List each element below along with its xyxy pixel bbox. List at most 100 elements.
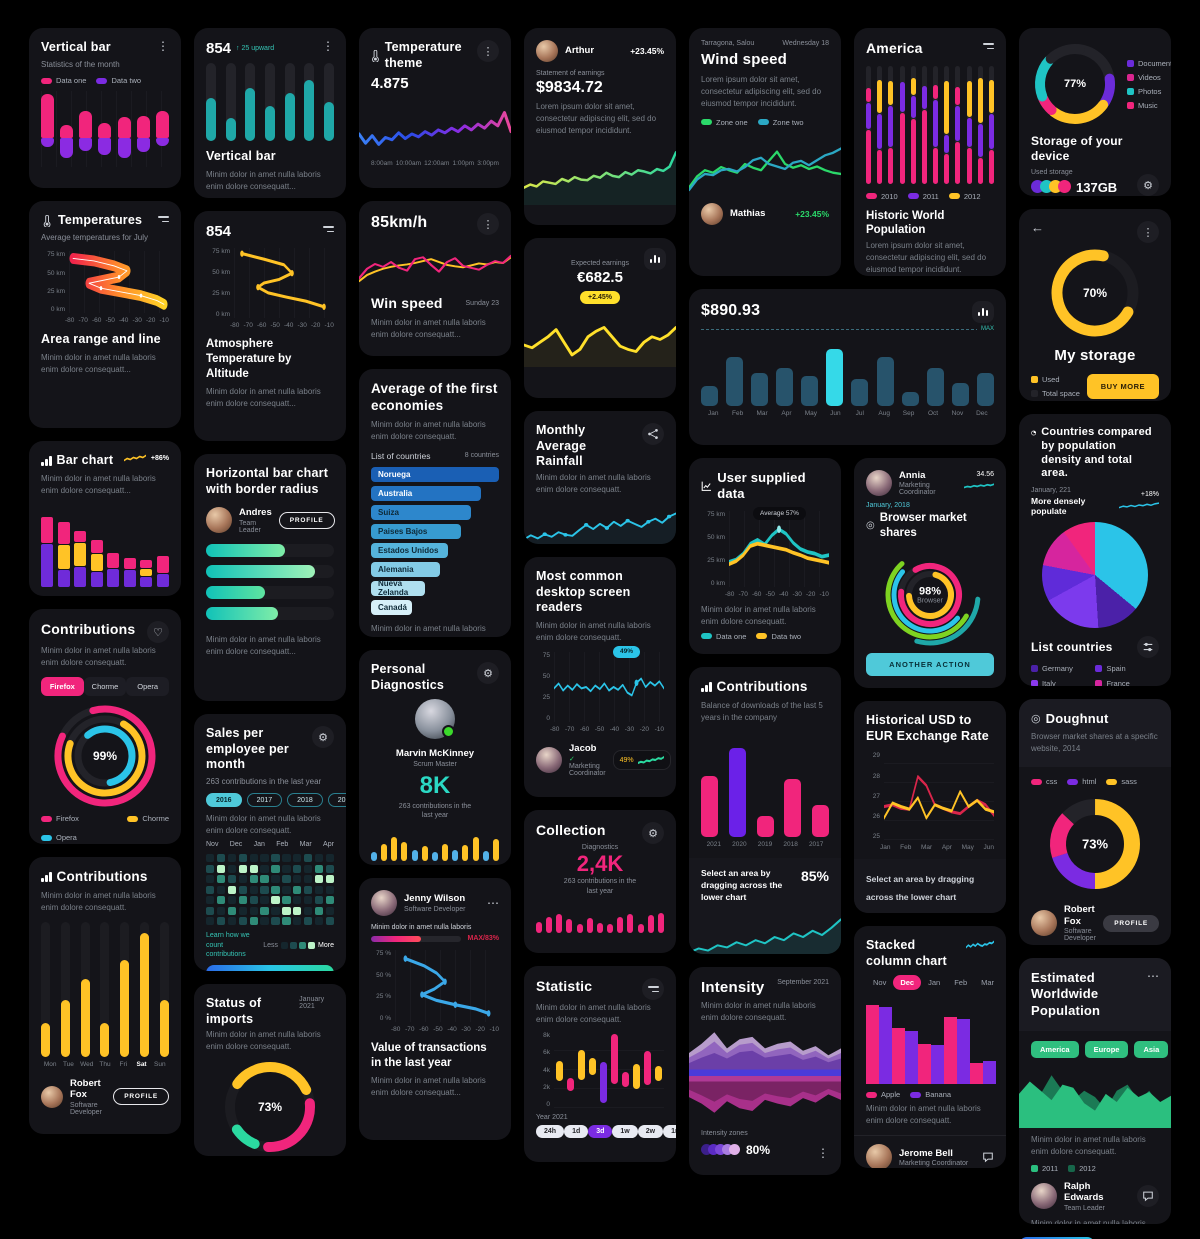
avatar: [371, 890, 397, 916]
kebab-menu-icon[interactable]: ⋮: [1137, 221, 1159, 243]
month-tab[interactable]: Jan: [928, 978, 941, 988]
ellipsis-menu-icon[interactable]: ⋯: [487, 896, 499, 910]
year-pill[interactable]: 2019: [327, 793, 346, 808]
browser-pill[interactable]: Chorme: [83, 677, 127, 696]
year-pill[interactable]: 2016: [206, 793, 242, 808]
chart-icon[interactable]: [972, 301, 994, 323]
collection-bar-chart[interactable]: [536, 903, 664, 933]
gradient-line-chart[interactable]: [359, 98, 511, 156]
diagnostics-bar-chart[interactable]: [371, 827, 499, 862]
back-arrow-icon[interactable]: ←: [1031, 220, 1044, 235]
exchange-line-chart[interactable]: [884, 752, 994, 841]
intensity-area-chart[interactable]: [689, 1030, 841, 1122]
storage-ring-chart[interactable]: 70%: [1031, 243, 1159, 343]
browser-pill[interactable]: Firefox: [41, 677, 84, 696]
profile-button[interactable]: PROFILE: [113, 1088, 169, 1106]
browser-pill[interactable]: Opera: [126, 677, 170, 696]
yearly-bar-chart[interactable]: [701, 732, 829, 837]
gear-icon[interactable]: ⚙: [1137, 174, 1159, 196]
stacked-bar-chart[interactable]: [41, 505, 169, 587]
ellipsis-menu-icon[interactable]: ⋯: [1147, 969, 1159, 983]
stacked-thin-bars-chart[interactable]: [866, 65, 994, 184]
population-area-chart[interactable]: [1019, 1066, 1171, 1128]
filter-icon[interactable]: [323, 223, 334, 235]
kebab-menu-icon[interactable]: ⋮: [817, 1145, 829, 1160]
share-icon[interactable]: [642, 423, 664, 445]
metric-caption: 263 contributions in the last year: [563, 878, 637, 895]
count-contributions-link[interactable]: Learn how we count contributions: [206, 932, 250, 958]
paired-bar-chart[interactable]: [866, 996, 996, 1085]
year-pill[interactable]: 2018: [287, 793, 323, 808]
expected-line-chart[interactable]: [524, 312, 676, 367]
profile-button[interactable]: PROFILE: [1103, 914, 1159, 932]
monthly-bar-chart[interactable]: [701, 338, 994, 406]
buy-more-button[interactable]: BUY MORE: [1086, 373, 1159, 399]
legend-item: Spain: [1095, 664, 1159, 673]
time-range-pill[interactable]: 24h: [536, 1125, 565, 1138]
progress-bar[interactable]: [371, 935, 462, 942]
kebab-menu-icon[interactable]: ⋮: [322, 39, 334, 53]
countries-pie-chart[interactable]: [1042, 522, 1148, 628]
time-range-pill[interactable]: 1m: [663, 1125, 676, 1138]
time-range-pill[interactable]: 2w: [637, 1125, 664, 1138]
card-title: 85km/h: [371, 214, 428, 231]
another-action-button[interactable]: ANOTHER ACTION: [866, 653, 994, 677]
storage-legend: Documents Videos Photos Music: [1127, 59, 1171, 110]
dual-line-chart[interactable]: [729, 510, 829, 587]
filter-icon[interactable]: [642, 978, 664, 1000]
filter-icon[interactable]: [983, 40, 994, 52]
month-tab[interactable]: Feb: [954, 978, 968, 988]
heart-icon[interactable]: ♡: [147, 621, 169, 643]
readers-line-chart[interactable]: [554, 651, 664, 722]
chart-icon[interactable]: [644, 248, 666, 270]
teal-bar-chart[interactable]: [206, 63, 334, 141]
area-range-chart[interactable]: [69, 251, 169, 314]
year-pill[interactable]: 2017: [246, 793, 283, 808]
sliders-icon[interactable]: [1137, 636, 1159, 658]
rainfall-line-chart[interactable]: [524, 502, 676, 544]
next-card-peek[interactable]: [1019, 1237, 1095, 1239]
earnings-line-chart[interactable]: [524, 143, 676, 205]
imports-donut-chart[interactable]: 73%: [206, 1057, 334, 1156]
weekday-bar-chart[interactable]: [41, 921, 169, 1057]
country-bar-list[interactable]: Noruega Australia Suiza Paises Bajos Estados…: [371, 466, 499, 615]
multi-ring-chart[interactable]: 99%: [41, 702, 169, 810]
range-bar-chart[interactable]: [554, 1032, 664, 1108]
month-tab[interactable]: Dec: [893, 975, 922, 991]
time-range-pill[interactable]: 1d: [564, 1125, 589, 1138]
region-pill[interactable]: Asia: [1134, 1040, 1169, 1058]
altitude-line-chart[interactable]: [234, 248, 334, 318]
region-pill[interactable]: America: [1031, 1040, 1079, 1058]
filter-icon[interactable]: [158, 213, 169, 225]
month-tab[interactable]: Mar: [981, 978, 995, 988]
contribution-heatmap[interactable]: [206, 854, 334, 926]
chat-icon[interactable]: [1137, 1185, 1159, 1208]
more-label: More: [318, 941, 334, 949]
gear-icon[interactable]: ⚙: [312, 726, 334, 748]
wind-line-chart[interactable]: [689, 133, 841, 195]
panel-line-chart[interactable]: [689, 910, 841, 954]
show-more-activity-button[interactable]: Show more activity: [206, 964, 334, 971]
gear-icon[interactable]: ⚙: [642, 822, 664, 844]
gear-icon[interactable]: ⚙: [477, 662, 499, 684]
month-tab[interactable]: Nov: [873, 978, 887, 988]
kebab-menu-icon[interactable]: ⋮: [157, 39, 169, 53]
horizontal-bar-chart[interactable]: [206, 543, 334, 620]
kebab-menu-icon[interactable]: ⋮: [477, 213, 499, 235]
storage-donut-chart[interactable]: 77%: [1031, 40, 1119, 128]
column-7: 77% Documents Videos Photos Music Storage o…: [1019, 28, 1171, 1239]
dual-line-chart[interactable]: [359, 239, 511, 287]
region-pill[interactable]: Europe: [1084, 1040, 1129, 1058]
kebab-menu-icon[interactable]: ⋮: [477, 40, 499, 62]
browser-rings-chart[interactable]: 98% Browser: [866, 543, 994, 647]
month-tab[interactable]: Apr: [1001, 975, 1006, 990]
storage-legend: Used Total space: [1031, 375, 1080, 398]
scatter-line-chart[interactable]: [395, 950, 499, 1022]
time-range-pill[interactable]: 1w: [612, 1125, 638, 1138]
chat-icon[interactable]: [982, 1151, 994, 1163]
bipolar-bar-chart[interactable]: [41, 91, 169, 168]
x-tick: -80: [550, 725, 560, 733]
doughnut-chart[interactable]: 73%: [1031, 790, 1159, 898]
profile-button[interactable]: PROFILE: [278, 511, 335, 529]
time-range-pill[interactable]: 3d: [588, 1125, 613, 1138]
